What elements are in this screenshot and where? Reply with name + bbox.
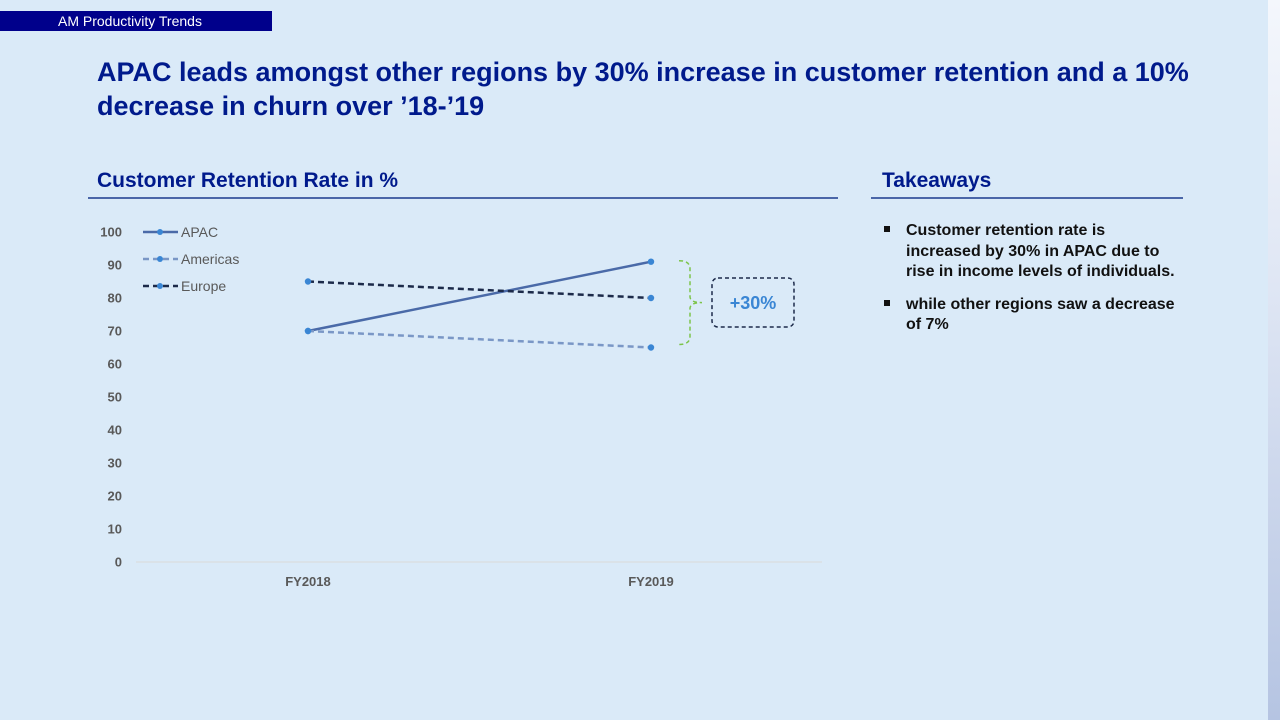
legend-marker bbox=[157, 256, 163, 262]
series-points bbox=[304, 258, 655, 351]
chart-title: Customer Retention Rate in % bbox=[97, 169, 399, 192]
legend-label: APAC bbox=[181, 224, 218, 240]
y-tick-label: 100 bbox=[100, 225, 122, 240]
y-tick-label: 90 bbox=[108, 258, 122, 273]
square-bullet-icon bbox=[884, 299, 890, 306]
takeaway-text: Customer retention rate is increased by … bbox=[906, 222, 1175, 280]
data-point bbox=[304, 278, 312, 285]
y-tick-label: 20 bbox=[108, 489, 122, 504]
legend-marker bbox=[157, 229, 163, 235]
series-lines bbox=[307, 260, 652, 349]
legend-marker bbox=[157, 283, 163, 289]
y-tick-label: 10 bbox=[108, 522, 122, 537]
x-tick-label: FY2019 bbox=[628, 574, 674, 589]
legend-label: Americas bbox=[181, 251, 239, 267]
callout-bracket bbox=[678, 259, 703, 346]
x-tick-label: FY2018 bbox=[285, 574, 331, 589]
header-tag: AM Productivity Trends bbox=[0, 11, 272, 31]
y-tick-label: 80 bbox=[108, 291, 122, 306]
series-line-americas bbox=[307, 329, 652, 349]
data-point bbox=[647, 294, 655, 302]
y-tick-label: 50 bbox=[108, 390, 122, 405]
callout-box bbox=[711, 277, 795, 328]
x-axis: FY2018 FY2019 bbox=[285, 574, 674, 589]
takeaways-title-rule bbox=[871, 197, 1183, 199]
data-point bbox=[647, 258, 655, 265]
legend-label: Europe bbox=[181, 278, 226, 294]
y-tick-label: 70 bbox=[108, 324, 122, 339]
series-line-europe bbox=[307, 280, 652, 300]
chart-title-rule bbox=[88, 197, 838, 199]
takeaway-text: while other regions saw a decrease of 7% bbox=[906, 295, 1175, 334]
takeaways-list: Customer retention rate is increased by … bbox=[882, 221, 1182, 348]
slide-edge-decoration bbox=[1268, 0, 1280, 720]
data-point bbox=[647, 344, 655, 351]
y-tick-label: 40 bbox=[108, 423, 122, 438]
y-tick-label: 30 bbox=[108, 456, 122, 471]
y-tick-label: 60 bbox=[108, 357, 122, 372]
takeaway-item: Customer retention rate is increased by … bbox=[882, 221, 1182, 283]
data-point bbox=[304, 327, 312, 335]
y-axis: 0 10 20 30 40 50 60 70 80 90 100 bbox=[100, 225, 122, 570]
slide-headline: APAC leads amongst other regions by 30% … bbox=[97, 57, 1189, 121]
takeaway-item: while other regions saw a decrease of 7% bbox=[882, 295, 1182, 336]
y-tick-label: 0 bbox=[115, 555, 122, 570]
takeaways-title: Takeaways bbox=[882, 169, 992, 192]
callout-label: +30% bbox=[730, 293, 777, 313]
series-line-apac bbox=[307, 260, 652, 333]
chart-legend: APAC Americas Europe bbox=[143, 224, 239, 294]
square-bullet-icon bbox=[884, 226, 890, 232]
